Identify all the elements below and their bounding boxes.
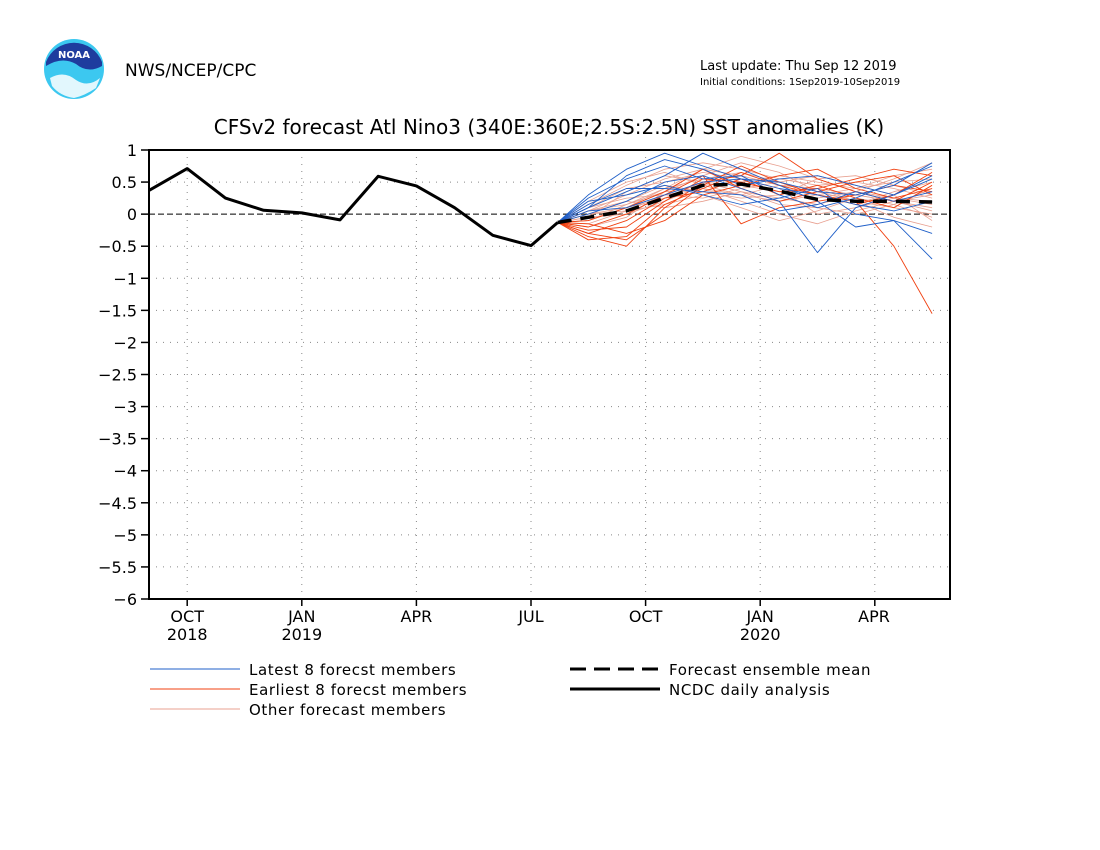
y-tick-label: −3 — [113, 398, 137, 417]
noaa-logo-wave — [50, 74, 100, 98]
y-tick-label: −6 — [113, 590, 137, 609]
x-tick-label: APR — [858, 607, 890, 626]
y-tick-label: −2 — [113, 333, 137, 352]
series-line-latest-3 — [557, 175, 933, 254]
y-tick-label: −5.5 — [98, 558, 137, 577]
chart-title: CFSv2 forecast Atl Nino3 (340E:360E;2.5S… — [214, 115, 884, 139]
y-tick-label: −1 — [113, 269, 137, 288]
y-tick-label: −5 — [113, 526, 137, 545]
x-tick-label: APR — [401, 607, 433, 626]
legend-label: Forecast ensemble mean — [669, 661, 871, 679]
noaa-logo: NOAA — [44, 39, 104, 99]
legend-label: Other forecast members — [249, 701, 446, 719]
plot-frame — [148, 149, 951, 600]
y-tick-label: 0.5 — [112, 173, 137, 192]
noaa-logo-sky — [46, 42, 102, 70]
x-tick-label: JAN — [287, 607, 315, 626]
series-line-latest-6 — [557, 178, 933, 223]
y-tick-label: −0.5 — [98, 237, 137, 256]
y-tick-label: −3.5 — [98, 430, 137, 449]
y-axis: 1 0.5 0 −0.5 −1 −1.5 −2 −2.5 −3 −3.5 −4 −4.5 −5 −5.5 −… — [98, 141, 149, 609]
y-tick-label: −4 — [113, 462, 137, 481]
x-tick-label: OCT — [170, 607, 204, 626]
series-line-other-8 — [557, 175, 933, 223]
noaa-logo-text: NOAA — [58, 50, 90, 61]
x-tick-sublabel: 2020 — [740, 625, 781, 644]
y-tick-label: 1 — [127, 141, 137, 160]
x-tick-sublabel: 2018 — [167, 625, 208, 644]
x-tick-label: OCT — [629, 607, 663, 626]
y-tick-label: 0 — [127, 205, 137, 224]
org-label: NWS/NCEP/CPC — [125, 61, 256, 81]
series-line-earliest-3 — [557, 168, 933, 231]
x-tick-label: JUL — [517, 607, 543, 626]
last-update-label: Last update: Thu Sep 12 2019 — [700, 59, 896, 74]
series-line-observed — [148, 167, 559, 248]
y-tick-label: −2.5 — [98, 366, 137, 385]
legend-label: Latest 8 forecst members — [249, 661, 456, 679]
x-tick-sublabel: 2019 — [281, 625, 322, 644]
initial-conditions-label: Initial conditions: 1Sep2019-10Sep2019 — [700, 77, 900, 88]
series-line-mean — [557, 182, 933, 225]
legend: Latest 8 forecst members Earliest 8 forec… — [150, 661, 871, 719]
series-line-latest-7 — [557, 184, 933, 234]
series-line-latest-4 — [557, 165, 933, 223]
legend-label: NCDC daily analysis — [669, 681, 830, 699]
x-tick-label: JAN — [746, 607, 774, 626]
legend-label: Earliest 8 forecst members — [249, 681, 467, 699]
series-layer — [148, 152, 933, 314]
y-tick-label: −1.5 — [98, 301, 137, 320]
series-line-other-3 — [557, 188, 933, 225]
y-tick-label: −4.5 — [98, 494, 137, 513]
series-line-latest-5 — [557, 188, 933, 223]
grid-layer — [149, 150, 950, 599]
